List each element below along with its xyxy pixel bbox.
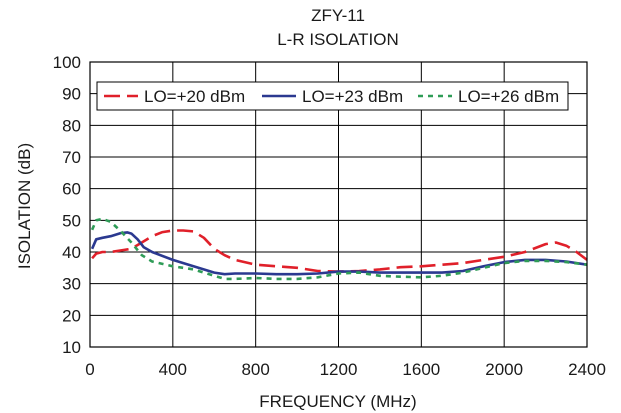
- series-line-3: [90, 217, 588, 281]
- legend-box: [96, 81, 569, 111]
- series-group: [90, 217, 588, 281]
- y-tick-label: 50: [62, 211, 81, 230]
- x-tick-label: 400: [159, 360, 187, 379]
- x-tick-label: 1600: [402, 360, 440, 379]
- plot-frame: [89, 61, 588, 348]
- y-tick-label: 20: [62, 306, 81, 325]
- chart-subtitle: L-R ISOLATION: [277, 30, 399, 49]
- y-tick-label: 100: [53, 53, 81, 72]
- x-tick-label: 2000: [485, 360, 523, 379]
- y-tick-label: 70: [62, 148, 81, 167]
- y-tick-label: 60: [62, 180, 81, 199]
- legend-label-1: LO=+20 dBm: [144, 87, 245, 106]
- y-tick-label: 30: [62, 275, 81, 294]
- chart-title: ZFY-11: [311, 6, 365, 25]
- y-tick-label: 40: [62, 243, 81, 262]
- y-axis-label: ISOLATION (dB): [15, 143, 34, 269]
- y-tick-label: 10: [62, 338, 81, 357]
- legend-label-3: LO=+26 dBm: [458, 87, 559, 106]
- axes: 10 20 30 40 50 60 70 80 90 100 0 400 800 1200 1600 2000…: [53, 53, 606, 379]
- series-line-2: [90, 231, 588, 276]
- x-tick-label: 800: [241, 360, 269, 379]
- x-axis-label: FREQUENCY (MHz): [259, 392, 416, 411]
- legend: LO=+20 dBm LO=+23 dBm LO=+26 dBm: [96, 81, 569, 111]
- legend-label-2: LO=+23 dBm: [302, 87, 403, 106]
- y-tick-label: 80: [62, 116, 81, 135]
- series-line-1: [91, 229, 588, 273]
- x-tick-label: 0: [85, 360, 94, 379]
- x-tick-label: 1200: [320, 360, 358, 379]
- y-tick-label: 90: [62, 85, 81, 104]
- x-tick-label: 2400: [568, 360, 606, 379]
